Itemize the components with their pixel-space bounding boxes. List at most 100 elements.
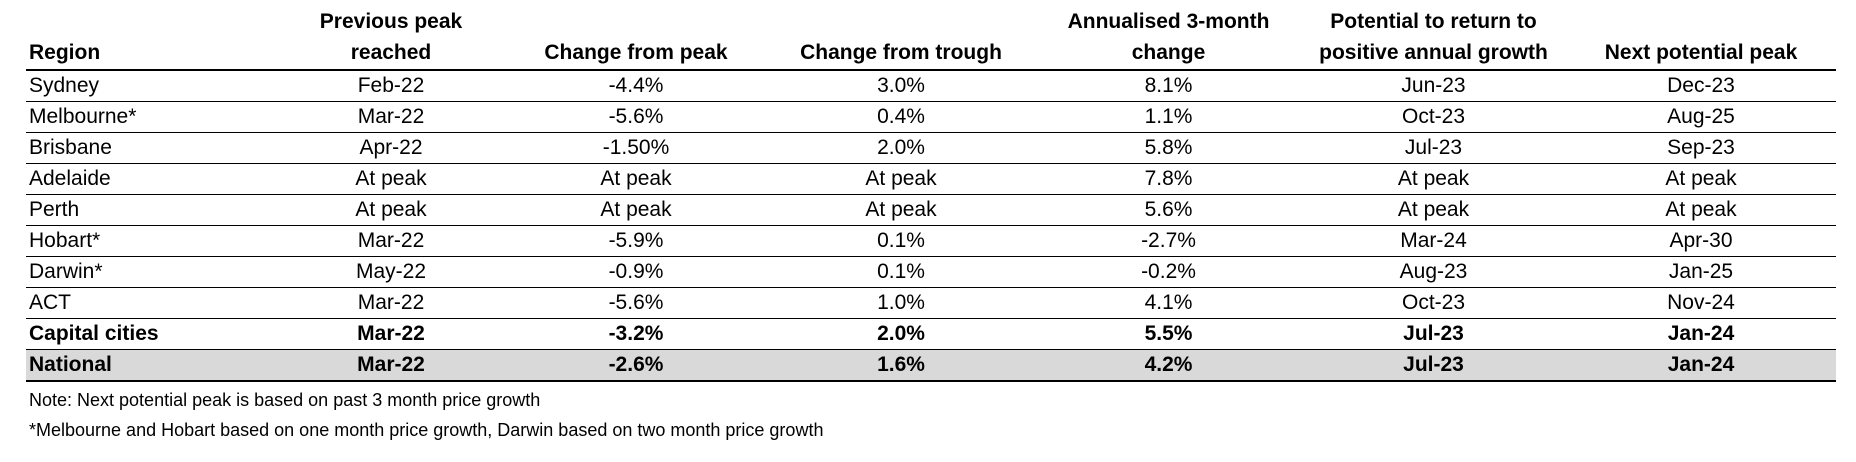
- region-cell: Capital cities: [26, 318, 276, 350]
- value-cell: At peak: [1566, 163, 1836, 195]
- value-cell: Oct-23: [1301, 287, 1566, 319]
- value-cell: At peak: [1301, 163, 1566, 195]
- column-header: Change from peak: [506, 6, 766, 71]
- table-row: Perth At peak At peak At peak 5.6% At peak At …: [26, 194, 1836, 226]
- region-cell: Hobart*: [26, 225, 276, 257]
- column-header-line: Previous peak reached: [319, 10, 463, 64]
- value-cell: Mar-24: [1301, 225, 1566, 257]
- table-body: Sydney Feb-22 -4.4% 3.0% 8.1% Jun-23 Dec-23 Mel…: [26, 70, 1836, 382]
- region-cell: ACT: [26, 287, 276, 319]
- value-cell: Jul-23: [1301, 349, 1566, 382]
- value-cell: 5.8%: [1036, 132, 1301, 164]
- value-cell: Jan-24: [1566, 318, 1836, 350]
- table-row: Capital cities Mar-22 -3.2% 2.0% 5.5% Jul-23 J…: [26, 318, 1836, 350]
- value-cell: Jan-24: [1566, 349, 1836, 382]
- table-row: Hobart* Mar-22 -5.9% 0.1% -2.7% Mar-24 Apr-30: [26, 225, 1836, 257]
- column-header: Previous peak reached: [276, 6, 506, 71]
- table-container: Region Previous peak reached Change from p…: [26, 6, 1836, 442]
- column-header-line: Annualised 3-month: [1067, 10, 1270, 33]
- value-cell: -3.2%: [506, 318, 766, 350]
- column-header-line: Region: [29, 41, 101, 64]
- value-cell: May-22: [276, 256, 506, 288]
- table-row: ACT Mar-22 -5.6% 1.0% 4.1% Oct-23 Nov-24: [26, 287, 1836, 319]
- value-cell: Jan-25: [1566, 256, 1836, 288]
- value-cell: At peak: [506, 163, 766, 195]
- value-cell: Jun-23: [1301, 70, 1566, 102]
- column-header-line: Change from peak: [544, 41, 728, 64]
- value-cell: -0.9%: [506, 256, 766, 288]
- value-cell: Jul-23: [1301, 132, 1566, 164]
- footnote-peak-basis: Note: Next potential peak is based on pa…: [29, 390, 541, 410]
- value-cell: -0.2%: [1036, 256, 1301, 288]
- value-cell: Aug-25: [1566, 101, 1836, 133]
- value-cell: 4.1%: [1036, 287, 1301, 319]
- value-cell: 2.0%: [766, 318, 1036, 350]
- table-row: Adelaide At peak At peak At peak 7.8% At peak…: [26, 163, 1836, 195]
- value-cell: Mar-22: [276, 349, 506, 382]
- value-cell: -2.7%: [1036, 225, 1301, 257]
- value-cell: -5.6%: [506, 101, 766, 133]
- value-cell: 5.5%: [1036, 318, 1301, 350]
- table-row: Sydney Feb-22 -4.4% 3.0% 8.1% Jun-23 Dec-23: [26, 70, 1836, 102]
- table-row: Melbourne* Mar-22 -5.6% 0.4% 1.1% Oct-23 Aug-2…: [26, 101, 1836, 133]
- value-cell: -2.6%: [506, 349, 766, 382]
- column-header-line: Change from trough: [800, 41, 1002, 64]
- region-cell: Sydney: [26, 70, 276, 102]
- footnote-growth-basis: *Melbourne and Hobart based on one month…: [29, 420, 824, 440]
- value-cell: 4.2%: [1036, 349, 1301, 382]
- column-header: Potential to return to positive annual gr…: [1301, 6, 1566, 71]
- region-cell: National: [26, 349, 276, 382]
- value-cell: At peak: [1566, 194, 1836, 226]
- column-header-line: change: [1131, 41, 1206, 64]
- value-cell: Aug-23: [1301, 256, 1566, 288]
- table-row: Brisbane Apr-22 -1.50% 2.0% 5.8% Jul-23 Sep-23: [26, 132, 1836, 164]
- column-header: Annualised 3-month change: [1036, 6, 1301, 71]
- value-cell: At peak: [276, 194, 506, 226]
- column-header: Region: [26, 6, 276, 71]
- region-cell: Adelaide: [26, 163, 276, 195]
- value-cell: Apr-30: [1566, 225, 1836, 257]
- value-cell: 1.1%: [1036, 101, 1301, 133]
- table-header: Region Previous peak reached Change from p…: [26, 6, 1836, 71]
- header-row: Region Previous peak reached Change from p…: [26, 6, 1836, 71]
- value-cell: -1.50%: [506, 132, 766, 164]
- value-cell: Jul-23: [1301, 318, 1566, 350]
- value-cell: At peak: [506, 194, 766, 226]
- value-cell: Nov-24: [1566, 287, 1836, 319]
- column-header: Change from trough: [766, 6, 1036, 71]
- value-cell: Apr-22: [276, 132, 506, 164]
- value-cell: Sep-23: [1566, 132, 1836, 164]
- value-cell: 3.0%: [766, 70, 1036, 102]
- table-row: Darwin* May-22 -0.9% 0.1% -0.2% Aug-23 Jan-25: [26, 256, 1836, 288]
- column-header-line: Potential to return to: [1330, 10, 1537, 33]
- value-cell: Mar-22: [276, 101, 506, 133]
- region-cell: Perth: [26, 194, 276, 226]
- value-cell: 1.0%: [766, 287, 1036, 319]
- value-cell: 5.6%: [1036, 194, 1301, 226]
- table-row: National Mar-22 -2.6% 1.6% 4.2% Jul-23 Jan-24: [26, 349, 1836, 382]
- peak-table: Region Previous peak reached Change from p…: [26, 6, 1836, 382]
- column-header-line: positive annual growth: [1319, 41, 1548, 64]
- value-cell: 1.6%: [766, 349, 1036, 382]
- value-cell: At peak: [766, 163, 1036, 195]
- value-cell: -4.4%: [506, 70, 766, 102]
- value-cell: Mar-22: [276, 225, 506, 257]
- value-cell: 0.1%: [766, 225, 1036, 257]
- value-cell: At peak: [276, 163, 506, 195]
- column-header-line: Next potential peak: [1604, 41, 1798, 64]
- value-cell: 8.1%: [1036, 70, 1301, 102]
- value-cell: Mar-22: [276, 318, 506, 350]
- value-cell: -5.9%: [506, 225, 766, 257]
- region-cell: Darwin*: [26, 256, 276, 288]
- value-cell: 7.8%: [1036, 163, 1301, 195]
- value-cell: -5.6%: [506, 287, 766, 319]
- value-cell: 0.1%: [766, 256, 1036, 288]
- value-cell: 0.4%: [766, 101, 1036, 133]
- value-cell: Oct-23: [1301, 101, 1566, 133]
- value-cell: At peak: [1301, 194, 1566, 226]
- value-cell: 2.0%: [766, 132, 1036, 164]
- value-cell: Feb-22: [276, 70, 506, 102]
- region-cell: Brisbane: [26, 132, 276, 164]
- value-cell: Dec-23: [1566, 70, 1836, 102]
- value-cell: Mar-22: [276, 287, 506, 319]
